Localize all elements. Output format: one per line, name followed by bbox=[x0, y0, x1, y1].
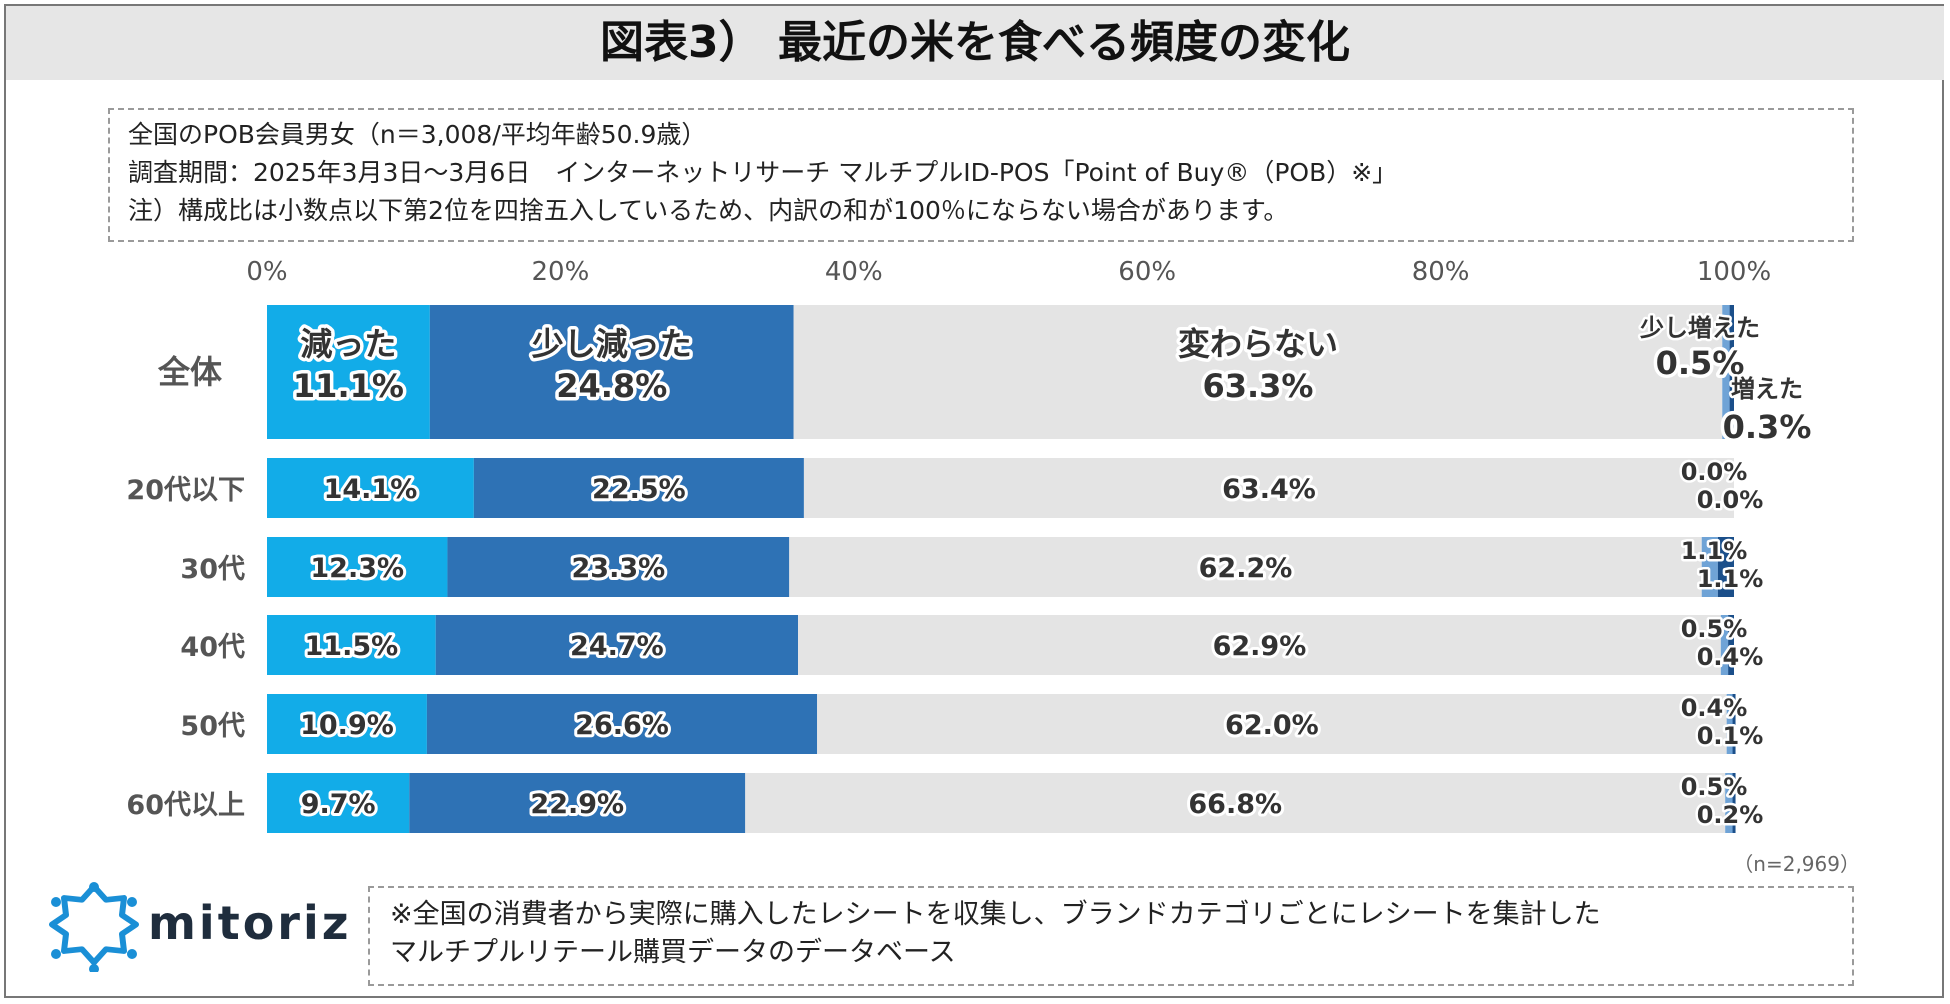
category-label: 全体 bbox=[157, 353, 222, 391]
data-label: 62.2% bbox=[1199, 553, 1293, 584]
category-label: 40代 bbox=[180, 632, 245, 663]
data-label: 10.9% bbox=[300, 710, 394, 741]
bar-segment bbox=[789, 537, 1702, 597]
data-label: 23.3% bbox=[572, 553, 666, 584]
bar-segment bbox=[1720, 615, 1729, 675]
survey-info-line-1: 全国のPOB会員男女（n＝3,008/平均年齢50.9歳） bbox=[128, 120, 707, 149]
data-label: 22.9% bbox=[530, 789, 624, 820]
category-label: 50代 bbox=[180, 711, 245, 742]
sample-size-note: （n=2,969） bbox=[1733, 852, 1860, 876]
data-label: 0.5% bbox=[1681, 773, 1748, 801]
data-label: 22.5% bbox=[592, 474, 686, 505]
bar-segment bbox=[267, 537, 448, 597]
bar-segment bbox=[1732, 773, 1736, 833]
bar-segment bbox=[267, 458, 474, 518]
survey-info-line-3: 注）構成比は小数点以下第2位を四捨五入しているため、内訳の和が100％にならない… bbox=[128, 196, 1289, 225]
data-label: 63.4% bbox=[1222, 474, 1316, 505]
mitoriz-logo: mitoriz bbox=[44, 882, 364, 974]
bar-segment bbox=[1732, 694, 1736, 754]
footnote-line-2: マルチプルリテール購買データのデータベース bbox=[390, 937, 956, 968]
data-label: 11.1% bbox=[293, 367, 404, 405]
bar-segment bbox=[745, 773, 1726, 833]
data-label: 0.1% bbox=[1697, 722, 1764, 750]
category-label: 30代 bbox=[180, 554, 245, 585]
chart-title: 図表3） 最近の米を食べる頻度の変化 bbox=[600, 17, 1350, 68]
x-tick-label: 40% bbox=[825, 257, 883, 287]
bar-segment bbox=[426, 694, 818, 754]
series-name-label: 少し増えた bbox=[1639, 314, 1760, 342]
data-label: 0.2% bbox=[1697, 801, 1764, 829]
bar-segment bbox=[267, 773, 410, 833]
data-label: 63.3% bbox=[1202, 367, 1313, 405]
bar-segment bbox=[267, 305, 430, 439]
footnote-line-1: ※全国の消費者から実際に購入したレシートを収集し、ブランドカテゴリごとにレシート… bbox=[390, 899, 1601, 930]
bar-segment bbox=[1728, 615, 1734, 675]
bar-segment bbox=[1725, 773, 1733, 833]
bar-segment bbox=[803, 458, 1734, 518]
bar-segment bbox=[1729, 305, 1734, 439]
series-name-label: 減った bbox=[300, 325, 396, 363]
bar-segment bbox=[793, 305, 1723, 439]
bar-segment bbox=[1701, 537, 1718, 597]
survey-info-line-2: 調査期間：2025年3月3日～3月6日 インターネットリサーチ マルチプルID-… bbox=[128, 158, 1398, 187]
data-label: 11.5% bbox=[305, 631, 399, 662]
bar-segment bbox=[1722, 305, 1730, 439]
data-label: 0.3% bbox=[1723, 408, 1812, 446]
data-label: 1.1% bbox=[1697, 565, 1764, 593]
series-name-label: 少し減った bbox=[532, 325, 692, 363]
data-label: 24.7% bbox=[570, 631, 664, 662]
series-name-label: 増えた bbox=[1731, 375, 1803, 403]
mitoriz-logo-icon bbox=[49, 882, 139, 974]
logo-wordmark: mitoriz bbox=[148, 896, 352, 950]
bar-segment bbox=[267, 615, 436, 675]
bar-segment bbox=[1726, 694, 1733, 754]
data-label: 26.6% bbox=[575, 710, 669, 741]
survey-info-box: 全国のPOB会員男女（n＝3,008/平均年齢50.9歳） 調査期間：2025年… bbox=[108, 108, 1854, 242]
bar-segment bbox=[473, 458, 804, 518]
bar-segment bbox=[267, 694, 427, 754]
x-tick-label: 20% bbox=[532, 257, 590, 287]
bar-segment bbox=[435, 615, 799, 675]
data-label: 0.4% bbox=[1681, 694, 1748, 722]
data-label: 9.7% bbox=[301, 789, 376, 820]
bar-segment bbox=[798, 615, 1721, 675]
data-label: 0.4% bbox=[1697, 643, 1764, 671]
data-label: 0.5% bbox=[1656, 344, 1745, 382]
x-tick-label: 100% bbox=[1697, 257, 1771, 287]
category-label: 20代以下 bbox=[126, 475, 245, 506]
bar-segment bbox=[409, 773, 746, 833]
title-bar: 図表3） 最近の米を食べる頻度の変化 bbox=[6, 6, 1944, 80]
bar-segment bbox=[447, 537, 790, 597]
x-tick-label: 60% bbox=[1118, 257, 1176, 287]
footnote-box: ※全国の消費者から実際に購入したレシートを収集し、ブランドカテゴリごとにレシート… bbox=[368, 886, 1854, 986]
data-label: 12.3% bbox=[310, 553, 404, 584]
category-label: 60代以上 bbox=[126, 790, 245, 821]
data-label: 62.9% bbox=[1213, 631, 1307, 662]
data-label: 0.0% bbox=[1681, 458, 1748, 486]
data-label: 0.5% bbox=[1681, 615, 1748, 643]
data-label: 1.1% bbox=[1681, 537, 1748, 565]
bar-segment bbox=[817, 694, 1727, 754]
x-tick-label: 0% bbox=[246, 257, 287, 287]
data-label: 24.8% bbox=[556, 367, 667, 405]
data-label: 66.8% bbox=[1188, 789, 1282, 820]
data-label: 62.0% bbox=[1225, 710, 1319, 741]
data-label: 0.0% bbox=[1697, 486, 1764, 514]
x-tick-label: 80% bbox=[1412, 257, 1470, 287]
bar-segment bbox=[429, 305, 794, 439]
bar-segment bbox=[1717, 537, 1734, 597]
series-name-label: 変わらない bbox=[1178, 325, 1338, 363]
data-label: 14.1% bbox=[324, 474, 418, 505]
